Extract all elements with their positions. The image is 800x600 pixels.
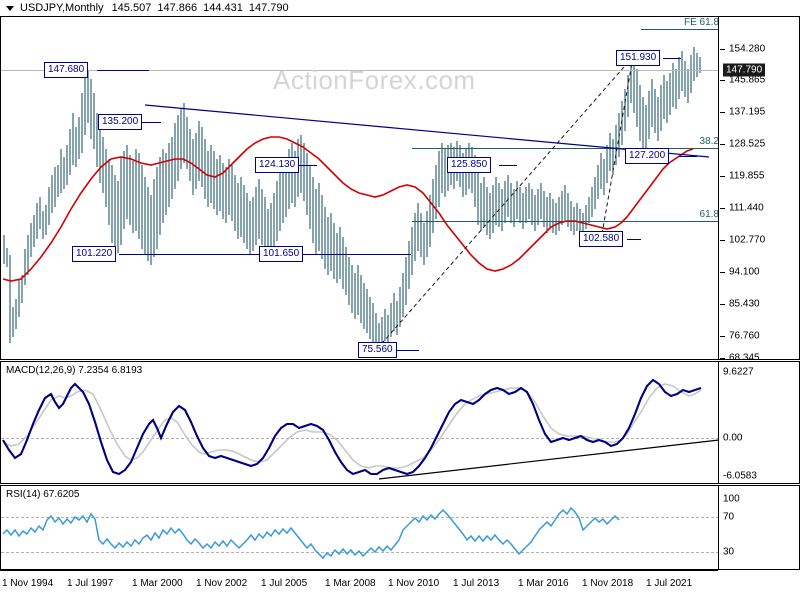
leader-101650 bbox=[301, 254, 411, 255]
close-value: 147.790 bbox=[248, 2, 289, 14]
time-tick-7: 1 Jul 2013 bbox=[453, 578, 500, 589]
macd-main-line bbox=[2, 378, 702, 476]
macd-signal-line bbox=[2, 383, 702, 469]
axis-tick bbox=[720, 112, 725, 113]
rsi-axis-label-100: 100 bbox=[723, 493, 740, 505]
axis-tick bbox=[720, 144, 725, 145]
price-axis-label-119855: 119.855 bbox=[729, 170, 765, 182]
axis-tick bbox=[720, 358, 725, 359]
axis-tick bbox=[720, 240, 725, 241]
macd-panel[interactable]: MACD(12,26,9) 7.2354 6.8193 9.6227 0.00 … bbox=[0, 361, 800, 484]
price-axis-label-85430: 85.430 bbox=[729, 298, 760, 310]
watermark: ActionForex.com bbox=[273, 65, 476, 95]
rsi-axis-label-70: 70 bbox=[723, 511, 735, 523]
price-tag-135200[interactable]: 135.200 bbox=[98, 114, 143, 130]
leader-124130 bbox=[295, 165, 317, 166]
rsi-plot-area[interactable]: RSI(14) 67.6205 bbox=[1, 486, 719, 569]
axis-tick bbox=[720, 208, 725, 209]
macd-title: MACD(12,26,9) 7.2354 6.8193 bbox=[6, 365, 143, 376]
fib-line-fe618 bbox=[641, 29, 719, 30]
price-tag-101220[interactable]: 101.220 bbox=[72, 246, 117, 262]
macd-axis-divider bbox=[718, 362, 719, 483]
time-axis-line bbox=[0, 570, 718, 571]
price-axis-label-154280: 154.280 bbox=[729, 43, 766, 55]
price-axis-divider bbox=[718, 17, 719, 359]
axis-tick bbox=[720, 272, 725, 273]
time-tick-9: 1 Nov 2018 bbox=[582, 578, 634, 589]
axis-tick bbox=[720, 304, 725, 305]
time-tick-2: 1 Mar 2000 bbox=[132, 578, 183, 589]
axis-corner-value: 0 bbox=[722, 570, 728, 571]
price-tag-151930[interactable]: 151.930 bbox=[616, 50, 661, 66]
price-axis-label-76760: 76.760 bbox=[729, 330, 760, 342]
time-tick-8: 1 Mar 2016 bbox=[518, 578, 569, 589]
fib-label-fe618: FE 61.8 bbox=[683, 17, 719, 28]
high-value: 147.866 bbox=[157, 2, 198, 14]
time-tick-3: 1 Nov 2002 bbox=[196, 578, 248, 589]
time-tick-0: 1 Nov 1994 bbox=[2, 578, 54, 589]
price-axis-label-68345: 68.345 bbox=[729, 352, 760, 360]
price-axis-label-94100: 94.100 bbox=[729, 266, 760, 278]
fib-label-618: 61.8 bbox=[699, 209, 719, 220]
macd-zero-line bbox=[1, 438, 719, 439]
fib-label-382: 38.2 bbox=[699, 136, 719, 147]
leader-75560 bbox=[397, 350, 419, 351]
current-price-badge: 147.790 bbox=[723, 63, 766, 77]
rsi-panel[interactable]: RSI(14) 67.6205 100 70 30 bbox=[0, 485, 800, 570]
rsi-overbought-line bbox=[1, 517, 719, 518]
axis-tick bbox=[720, 336, 725, 337]
rsi-title: RSI(14) 67.6205 bbox=[6, 489, 80, 500]
price-axis-label-145865: 145.865 bbox=[729, 74, 766, 86]
time-axis-panel[interactable]: 0 1 Nov 1994 1 Jul 1997 1 Mar 2000 1 Nov… bbox=[0, 570, 800, 600]
price-tag-102580[interactable]: 102.580 bbox=[579, 231, 624, 247]
leader-151930 bbox=[663, 58, 681, 59]
price-panel[interactable]: 147.680 135.200 124.130 101.220 101.650 … bbox=[0, 16, 800, 360]
time-tick-6: 1 Nov 2010 bbox=[388, 578, 440, 589]
time-tick-4: 1 Jul 2005 bbox=[261, 578, 308, 589]
macd-axis-label-max: 9.6227 bbox=[723, 366, 754, 378]
leader-127200 bbox=[679, 156, 697, 157]
macd-trendline[interactable] bbox=[1, 362, 719, 483]
moving-average-line bbox=[2, 136, 694, 282]
open-value: 145.507 bbox=[111, 2, 152, 14]
current-price-line bbox=[1, 70, 719, 71]
axis-tick bbox=[720, 176, 725, 177]
time-tick-1: 1 Jul 1997 bbox=[67, 578, 114, 589]
price-axis-label-137195: 137.195 bbox=[729, 106, 766, 118]
macd-axis-label-min: -6.0583 bbox=[723, 470, 757, 482]
price-tag-101650[interactable]: 101.650 bbox=[259, 246, 304, 262]
rsi-axis-label-30: 30 bbox=[723, 546, 735, 558]
leader-125850 bbox=[499, 165, 517, 166]
price-tag-147680[interactable]: 147.680 bbox=[44, 62, 89, 78]
time-tick-10: 1 Jul 2021 bbox=[646, 578, 693, 589]
axis-tick bbox=[720, 49, 725, 50]
time-tick-5: 1 Mar 2008 bbox=[325, 578, 376, 589]
macd-axis-label-zero: 0.00 bbox=[723, 432, 743, 444]
symbol-label: USDJPY,Monthly bbox=[20, 2, 104, 14]
price-tag-125850[interactable]: 125.850 bbox=[447, 157, 492, 173]
rsi-line bbox=[2, 506, 620, 560]
price-tag-127200[interactable]: 127.200 bbox=[625, 148, 670, 164]
leader-147680 bbox=[97, 70, 149, 71]
price-tag-124130[interactable]: 124.130 bbox=[255, 157, 300, 173]
low-value: 144.431 bbox=[203, 2, 243, 14]
price-axis-label-128525: 128.525 bbox=[729, 138, 766, 150]
price-axis-label-111440: 111.440 bbox=[729, 202, 764, 214]
fib-line-382 bbox=[412, 148, 719, 149]
macd-plot-area[interactable]: MACD(12,26,9) 7.2354 6.8193 bbox=[1, 362, 719, 483]
price-tag-75560[interactable]: 75.560 bbox=[358, 342, 397, 358]
leader-101220 bbox=[119, 254, 303, 255]
leader-102580 bbox=[627, 239, 641, 240]
triangle-down-icon[interactable] bbox=[6, 5, 14, 11]
trend-lines[interactable] bbox=[1, 17, 719, 359]
leader-135200 bbox=[131, 122, 161, 123]
axis-tick bbox=[720, 80, 725, 81]
price-plot-area[interactable]: 147.680 135.200 124.130 101.220 101.650 … bbox=[1, 17, 719, 359]
price-axis-label-102770: 102.770 bbox=[729, 234, 766, 246]
symbol-header: USDJPY,Monthly 145.507 147.866 144.431 1… bbox=[0, 0, 800, 16]
rsi-axis-divider bbox=[718, 486, 719, 569]
